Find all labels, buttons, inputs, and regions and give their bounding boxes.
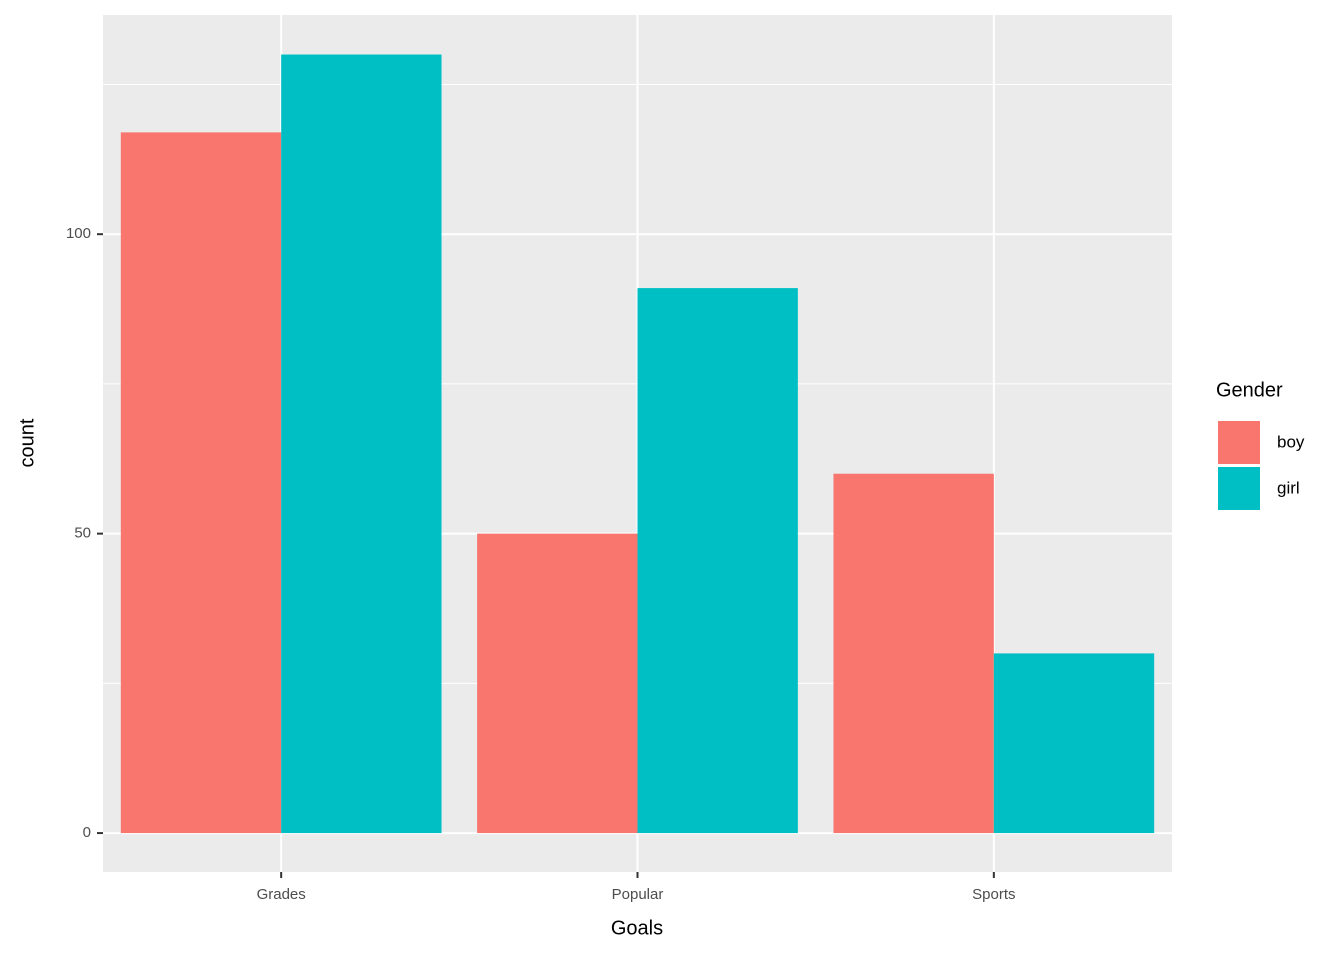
bars bbox=[120, 54, 1155, 834]
bar bbox=[637, 288, 798, 834]
legend-title: Gender bbox=[1216, 379, 1283, 401]
bar bbox=[833, 473, 994, 834]
x-axis-title: Goals bbox=[611, 917, 663, 939]
bar bbox=[281, 54, 442, 834]
x-tick-label: Grades bbox=[257, 886, 306, 903]
legend-label: boy bbox=[1277, 432, 1305, 451]
legend-label: girl bbox=[1277, 478, 1300, 497]
x-tick-label: Sports bbox=[972, 886, 1015, 903]
bar bbox=[120, 132, 282, 834]
bar bbox=[993, 653, 1155, 834]
legend-key bbox=[1218, 421, 1260, 464]
bar bbox=[477, 533, 638, 834]
x-tick-label: Popular bbox=[612, 886, 664, 903]
y-tick-label: 100 bbox=[66, 225, 91, 242]
y-axis-title: count bbox=[16, 418, 38, 467]
y-tick-label: 0 bbox=[83, 824, 91, 841]
y-tick-label: 50 bbox=[74, 525, 91, 542]
legend-key bbox=[1218, 467, 1260, 510]
